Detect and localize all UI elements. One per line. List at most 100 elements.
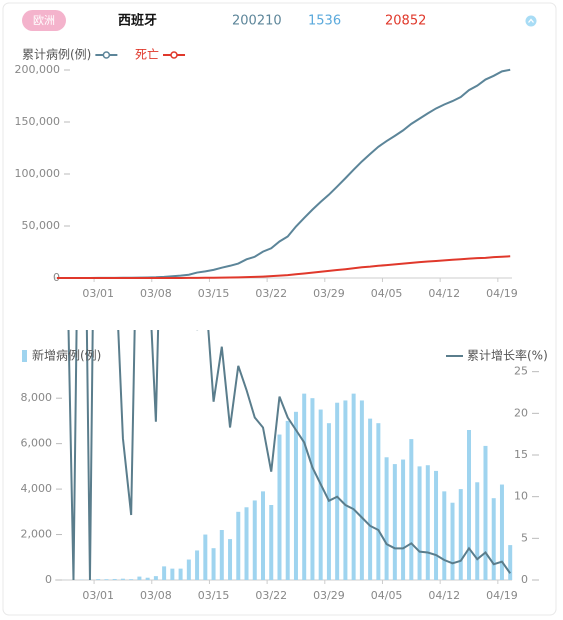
- bar: [343, 400, 348, 580]
- region: 欧洲: [33, 14, 55, 27]
- bar: [417, 466, 422, 580]
- x-tick-label: 03/01: [82, 589, 114, 602]
- bar: [228, 539, 233, 580]
- x-tick-label: 04/12: [428, 589, 460, 602]
- bar: [508, 545, 513, 580]
- deaths: 20852: [385, 14, 426, 29]
- bar: [475, 482, 480, 580]
- bar: [211, 548, 216, 580]
- bar: [269, 505, 274, 580]
- bar: [442, 491, 447, 580]
- bar: [302, 393, 307, 580]
- bar: [162, 566, 167, 580]
- bar: [351, 393, 356, 580]
- bar: [368, 418, 373, 580]
- bar: [120, 578, 125, 580]
- bar: [153, 576, 158, 580]
- bar: [384, 457, 389, 580]
- legend-label: 累计病例(例): [22, 47, 91, 62]
- card: [2, 2, 557, 616]
- x-tick-label: 04/12: [428, 287, 460, 300]
- bar: [425, 465, 430, 580]
- legend-marker: [102, 51, 111, 59]
- line: [67, 330, 512, 581]
- bar: [170, 568, 175, 580]
- line: [57, 255, 511, 279]
- y2-tick-label: 25: [514, 365, 528, 378]
- bar: [178, 568, 183, 580]
- bar: [483, 445, 488, 580]
- bar: [96, 579, 101, 580]
- collapse-icon[interactable]: [525, 15, 537, 27]
- y-tick-label: 6,000: [21, 437, 53, 450]
- x-tick-label: 04/05: [371, 287, 403, 300]
- y-tick-label: 50,000: [22, 219, 61, 232]
- bar: [499, 484, 504, 580]
- bar: [244, 507, 249, 580]
- x-tick-label: 03/08: [140, 589, 172, 602]
- y-tick-label: 200,000: [15, 63, 61, 76]
- y-tick-label: 4,000: [21, 482, 53, 495]
- bar: [359, 400, 364, 580]
- bar: [392, 464, 397, 580]
- bar: [104, 579, 109, 580]
- bar: [186, 559, 191, 580]
- y-tick-label: 100,000: [15, 167, 61, 180]
- bar: [310, 398, 315, 580]
- legend-marker: [170, 51, 178, 59]
- y-tick-label: 8,000: [21, 391, 53, 404]
- x-tick-label: 04/05: [371, 589, 403, 602]
- x-tick-label: 03/29: [313, 589, 345, 602]
- x-tick-label: 03/15: [198, 589, 230, 602]
- collapse-arrow: [528, 18, 534, 23]
- bar: [293, 411, 298, 580]
- bar: [195, 550, 200, 580]
- region-pill[interactable]: [22, 10, 66, 31]
- bar: [409, 439, 414, 580]
- bar: [261, 491, 265, 580]
- x-tick-label: 03/01: [82, 287, 114, 300]
- x-tick-label: 04/19: [486, 287, 518, 300]
- bar: [335, 402, 340, 580]
- bar: [467, 430, 471, 580]
- bar: [145, 577, 150, 580]
- bar: [376, 423, 381, 580]
- x-tick-label: 04/19: [486, 589, 518, 602]
- bar: [137, 576, 142, 580]
- legend-label: 死亡: [135, 48, 159, 62]
- bar: [450, 502, 455, 580]
- bar: [318, 409, 323, 580]
- bar: [112, 578, 117, 580]
- y2-tick-label: 10: [514, 490, 528, 503]
- legend-label: 累计增长率(%): [467, 348, 548, 363]
- y-tick-label: 2,000: [21, 528, 53, 541]
- legend-label: 新增病例(例): [32, 348, 101, 363]
- country: 西班牙: [118, 13, 157, 29]
- bar: [252, 500, 257, 580]
- y2-tick-label: 0: [521, 573, 528, 586]
- bar: [434, 470, 439, 580]
- y-tick-label: 0: [53, 271, 60, 284]
- bar: [129, 579, 134, 580]
- bar: [277, 434, 282, 580]
- y2-tick-label: 5: [521, 531, 528, 544]
- y2-tick-label: 15: [514, 448, 528, 461]
- legend-swatch: [22, 350, 27, 362]
- bar: [219, 530, 224, 580]
- bar: [285, 420, 290, 580]
- bar: [203, 534, 208, 580]
- bar: [236, 511, 241, 580]
- bar: [491, 498, 496, 580]
- y-tick-label: 0: [45, 573, 52, 586]
- x-tick-label: 03/08: [140, 287, 172, 300]
- bar: [401, 459, 406, 580]
- y-tick-label: 150,000: [15, 115, 61, 128]
- x-tick-label: 03/15: [198, 287, 230, 300]
- x-tick-label: 03/22: [255, 287, 287, 300]
- bar: [458, 489, 463, 580]
- x-tick-label: 03/29: [313, 287, 345, 300]
- confirmed: 200210: [232, 14, 282, 29]
- x-tick-label: 03/22: [255, 589, 287, 602]
